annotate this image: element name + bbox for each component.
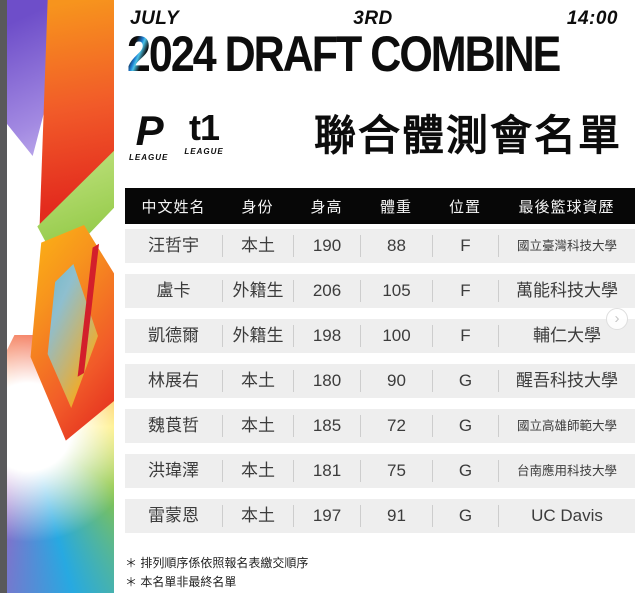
table-header-row: 中文姓名 身份 身高 體重 位置 最後籃球資歷 xyxy=(125,188,635,224)
position-cell: G xyxy=(432,460,498,482)
name-cell: 盧卡 xyxy=(156,281,191,300)
p-league-logo-icon: P xyxy=(135,107,164,154)
weight-cell: 75 xyxy=(360,460,432,482)
page-title: 聯合體測會名單 xyxy=(313,112,622,159)
weight-cell: 100 xyxy=(360,325,432,347)
position-cell: G xyxy=(432,415,498,437)
table-row: 雷蒙恩 本土 197 91 G UC Davis xyxy=(125,499,635,533)
column-header-school: 最後籃球資歷 xyxy=(518,198,615,216)
footnote-final: ＊ 本名單非最終名單 xyxy=(125,575,237,590)
table-row: 魏莨哲 本土 185 72 G 國立高雄師範大學 xyxy=(125,409,635,443)
column-header-name: 中文姓名 xyxy=(141,198,206,216)
school-cell: 輔仁大學 xyxy=(498,325,635,347)
event-time: 14:00 xyxy=(566,8,618,29)
t1-league-logo-label: LEAGUE xyxy=(184,147,224,156)
status-cell: 本土 xyxy=(222,505,293,527)
event-headline: 2024 DRAFT COMBINE xyxy=(127,27,562,84)
height-cell: 198 xyxy=(293,325,360,347)
status-cell: 外籍生 xyxy=(222,325,293,347)
name-cell: 魏莨哲 xyxy=(148,416,199,435)
event-date-row: JULY 3RD 14:00 xyxy=(115,8,640,30)
school-cell: 國立高雄師範大學 xyxy=(498,415,635,437)
height-cell: 206 xyxy=(293,280,360,302)
column-header-weight: 體重 xyxy=(379,198,412,216)
name-cell: 洪瑋澤 xyxy=(148,461,199,480)
event-day: 3RD xyxy=(353,8,393,29)
headline-year-rest: 024 xyxy=(148,27,225,83)
position-cell: G xyxy=(432,505,498,527)
weight-cell: 72 xyxy=(360,415,432,437)
status-cell: 本土 xyxy=(222,415,293,437)
weight-cell: 90 xyxy=(360,370,432,392)
position-cell: F xyxy=(432,325,498,347)
t1-league-logo-icon: t1 xyxy=(189,107,220,148)
weight-cell: 91 xyxy=(360,505,432,527)
table-row: 林展右 本土 180 90 G 醒吾科技大學 xyxy=(125,364,635,398)
logo-row: P LEAGUE t1 LEAGUE 聯合體測會名單 xyxy=(129,110,622,163)
name-cell: 林展右 xyxy=(148,371,199,390)
table-row: 洪瑋澤 本土 181 75 G 台南應用科技大學 xyxy=(125,454,635,488)
school-cell: 國立臺灣科技大學 xyxy=(498,235,635,257)
name-cell: 凱德爾 xyxy=(148,326,199,345)
height-cell: 181 xyxy=(293,460,360,482)
status-cell: 外籍生 xyxy=(222,280,293,302)
height-cell: 190 xyxy=(293,235,360,257)
column-header-height: 身高 xyxy=(310,198,343,216)
position-cell: F xyxy=(432,280,498,302)
headline-title: DRAFT COMBINE xyxy=(224,27,562,83)
position-cell: G xyxy=(432,370,498,392)
weight-cell: 105 xyxy=(360,280,432,302)
table-row: 汪哲宇 本土 190 88 F 國立臺灣科技大學 xyxy=(125,229,635,263)
height-cell: 197 xyxy=(293,505,360,527)
position-cell: F xyxy=(432,235,498,257)
p-league-logo-label: LEAGUE xyxy=(129,153,169,162)
table-row: 凱德爾 外籍生 198 100 F 輔仁大學 xyxy=(125,319,635,353)
height-cell: 185 xyxy=(293,415,360,437)
status-cell: 本土 xyxy=(222,235,293,257)
school-cell: UC Davis xyxy=(498,505,635,527)
column-header-status: 身份 xyxy=(241,198,274,216)
status-cell: 本土 xyxy=(222,460,293,482)
roster-table: 汪哲宇 本土 190 88 F 國立臺灣科技大學 盧卡 外籍生 206 105 F 萬能科技大學 凱德爾… xyxy=(125,229,635,544)
event-month: JULY xyxy=(130,8,180,29)
name-cell: 雷蒙恩 xyxy=(148,506,199,525)
window-edge-strip xyxy=(0,0,7,593)
school-cell: 醒吾科技大學 xyxy=(498,370,635,392)
abstract-crystal-artwork xyxy=(7,0,114,593)
poster-art-band xyxy=(0,0,114,593)
t1-league-logo: t1 LEAGUE xyxy=(184,110,223,156)
p-league-logo: P LEAGUE xyxy=(129,110,168,162)
footnote-order: ＊ 排列順序係依照報名表繳交順序 xyxy=(125,556,309,570)
carousel-next-button[interactable]: › xyxy=(606,308,628,330)
headline-year-accent: 2 xyxy=(127,27,151,83)
column-header-position: 位置 xyxy=(448,198,481,216)
footnotes: ＊ 排列順序係依照報名表繳交順序 ＊ 本名單非最終名單 xyxy=(125,554,308,592)
school-cell: 萬能科技大學 xyxy=(498,280,635,302)
name-cell: 汪哲宇 xyxy=(148,236,199,255)
height-cell: 180 xyxy=(293,370,360,392)
school-cell: 台南應用科技大學 xyxy=(498,460,635,482)
status-cell: 本土 xyxy=(222,370,293,392)
table-row: 盧卡 外籍生 206 105 F 萬能科技大學 xyxy=(125,274,635,308)
weight-cell: 88 xyxy=(360,235,432,257)
